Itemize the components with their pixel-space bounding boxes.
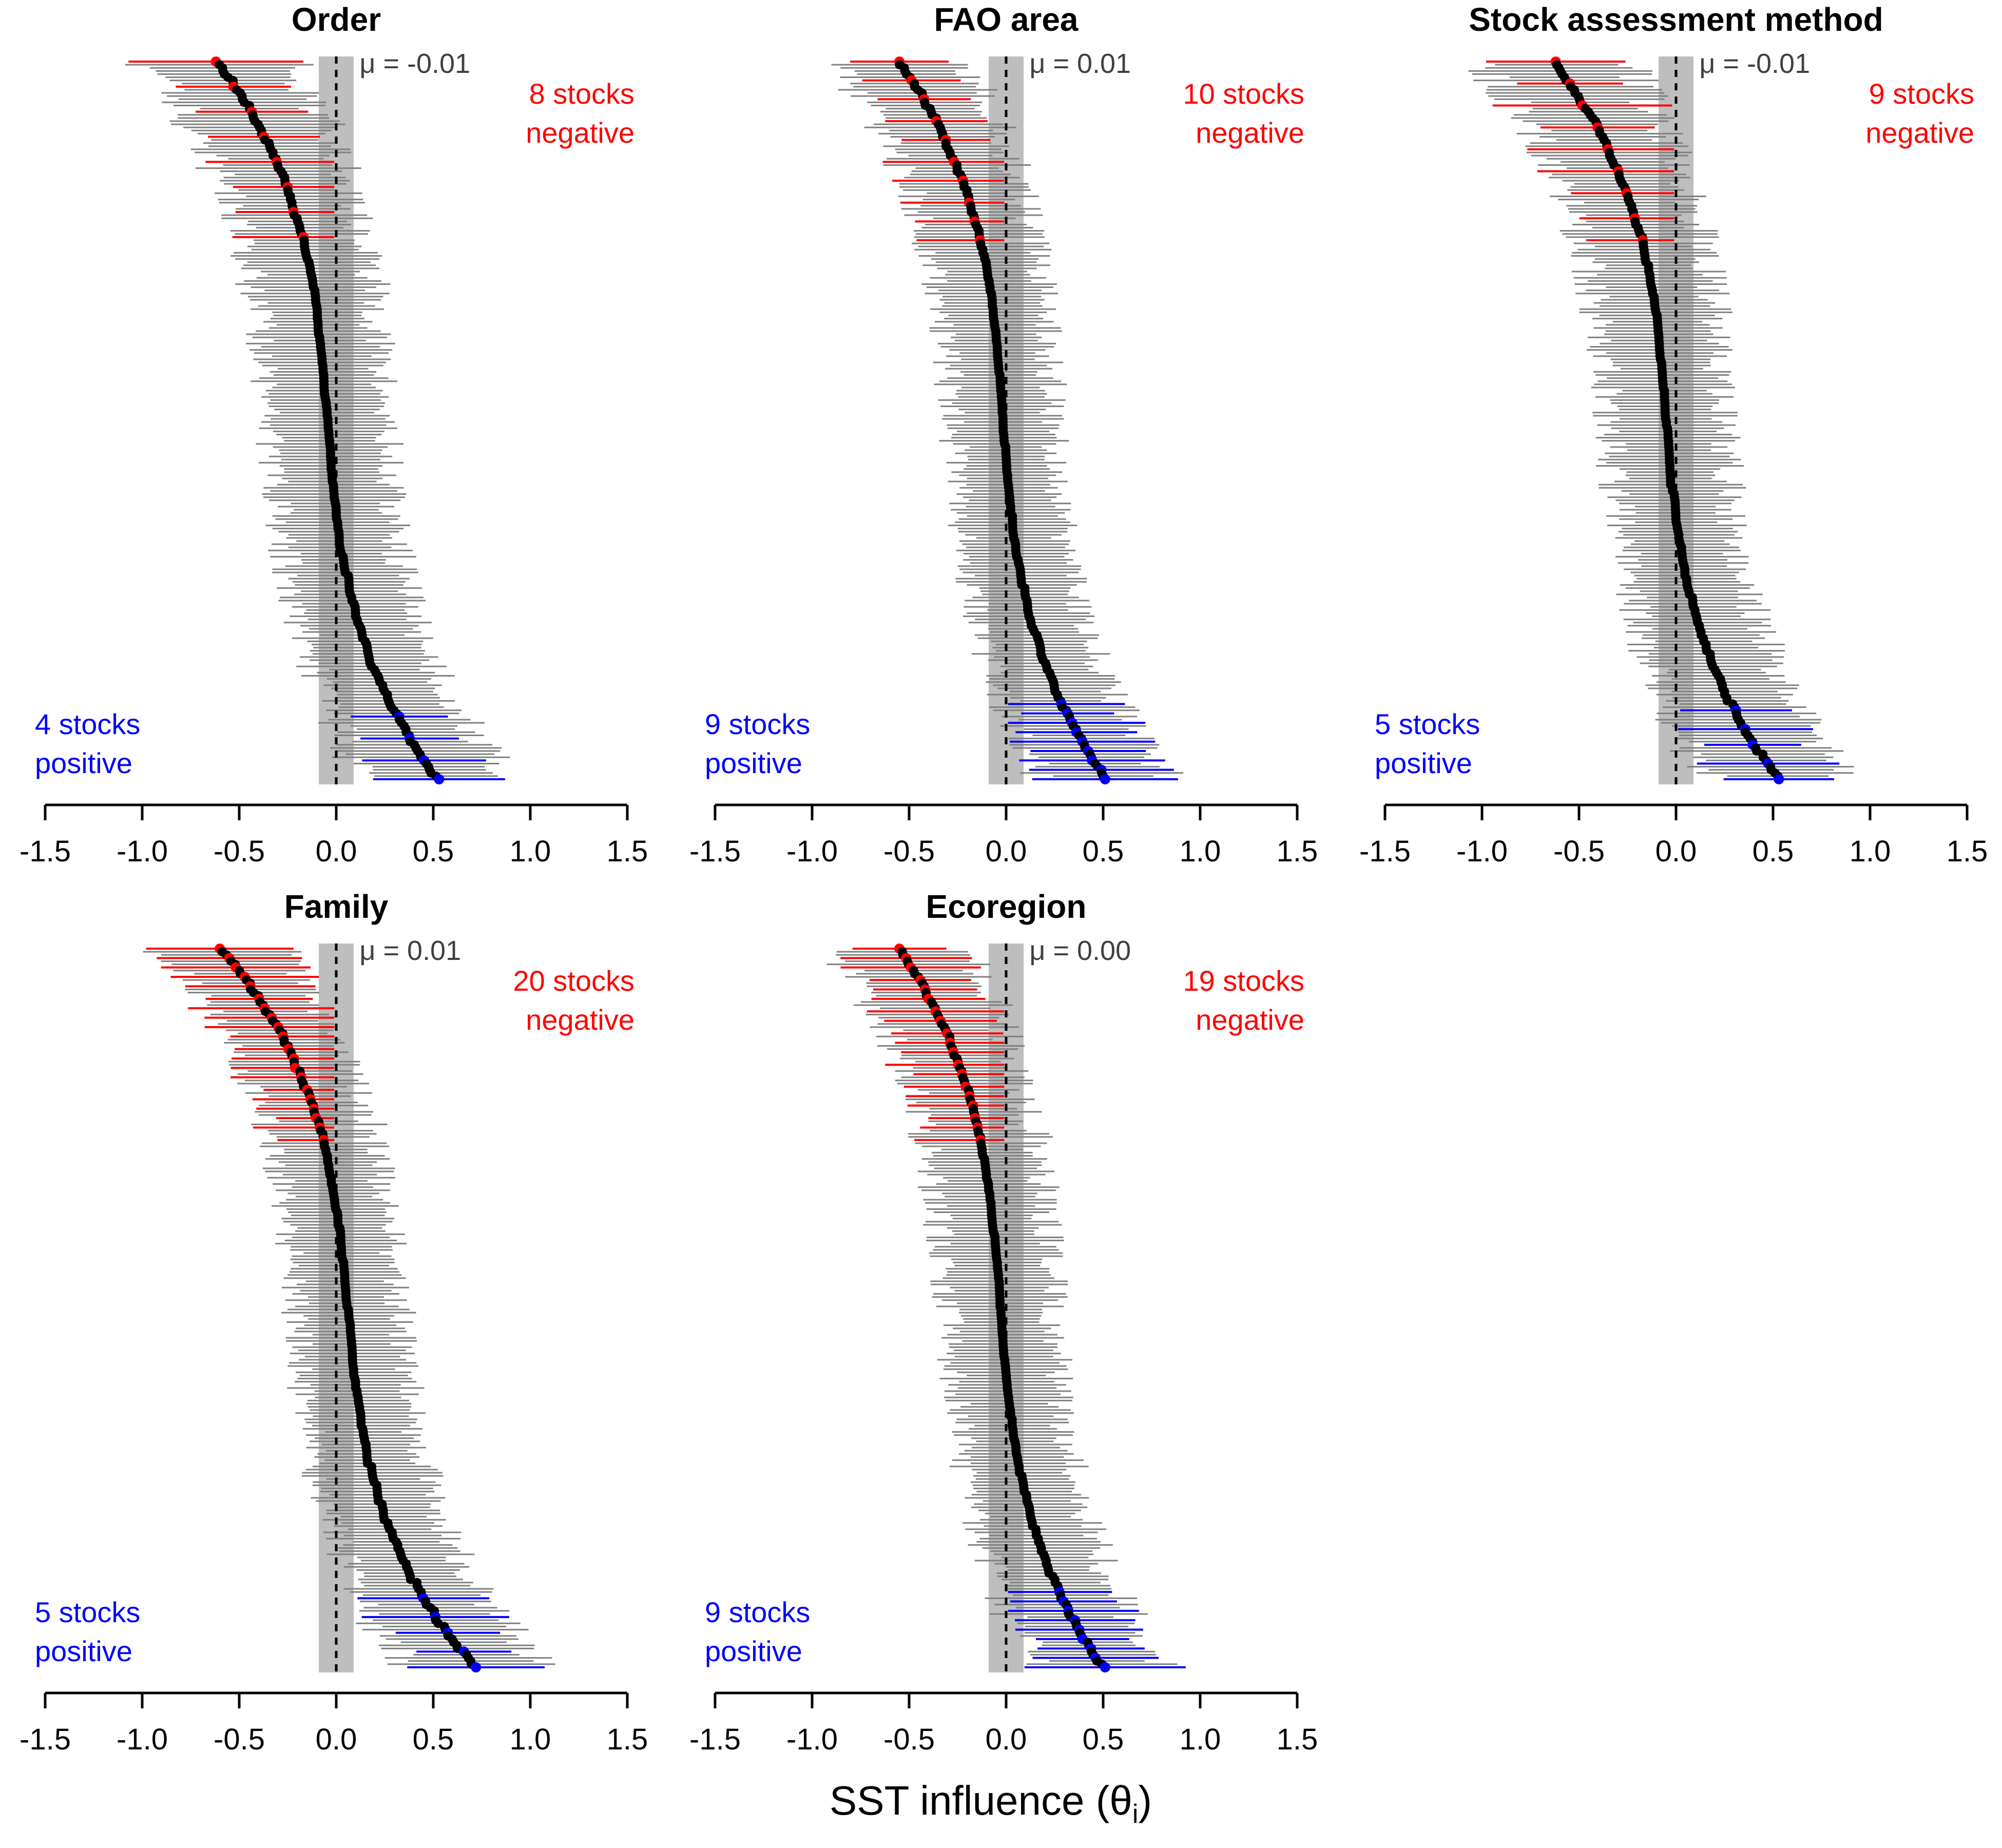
panel-order: Order μ = -0.01 8 stocks negative 4 stocks po… (20, 1, 648, 868)
positive-count-label: positive (705, 1635, 802, 1667)
x-tick-label: 1.5 (1277, 835, 1318, 868)
negative-count-label: negative (1196, 117, 1304, 149)
x-tick-label: -1.0 (117, 835, 168, 868)
x-tick-label: 1.5 (607, 1723, 648, 1756)
panel-title: Ecoregion (926, 888, 1087, 925)
panel-stock-assessment-method: Stock assessment method μ = -0.01 9 stocks… (1359, 1, 1988, 868)
negative-count-label: negative (526, 1004, 634, 1036)
negative-count-label: 20 stocks (513, 965, 634, 997)
x-tick-label: 0.5 (1083, 1723, 1124, 1756)
panels: Order μ = -0.01 8 stocks negative 4 stocks po… (20, 1, 1988, 1756)
ci-bars (125, 61, 510, 780)
x-tick-label: 0.5 (1083, 835, 1124, 868)
negative-count-label: negative (526, 117, 634, 149)
estimate-point-positive (434, 774, 445, 784)
x-tick-label: -1.0 (786, 1723, 838, 1756)
x-tick-label: -1.5 (689, 835, 741, 868)
x-tick-label: 1.0 (510, 835, 551, 868)
x-tick-label: 1.0 (1180, 1723, 1221, 1756)
positive-count-label: positive (35, 747, 132, 779)
estimate-point-positive (1100, 774, 1110, 784)
panel-title: Family (284, 888, 389, 925)
positive-count-label: positive (1375, 747, 1472, 779)
positive-count-label: 9 stocks (705, 708, 810, 740)
mean-label: μ = -0.01 (1699, 48, 1810, 79)
x-tick-label: 0.0 (986, 835, 1027, 868)
panel-family: Family μ = 0.01 20 stocks negative 5 stocks p… (20, 888, 648, 1756)
panel-ecoregion: Ecoregion μ = 0.00 19 stocks negative 9 stoc… (689, 888, 1318, 1756)
mean-label: μ = 0.01 (359, 935, 461, 966)
positive-count-label: positive (35, 1635, 132, 1667)
x-tick-label: -1.5 (689, 1723, 741, 1756)
x-tick-label: 0.0 (316, 835, 357, 868)
panel-title: Order (292, 1, 381, 38)
x-tick-label: -0.5 (1553, 835, 1605, 868)
panel-title: Stock assessment method (1469, 1, 1883, 38)
positive-count-label: 5 stocks (1375, 708, 1480, 740)
x-tick-label: 0.5 (413, 1723, 454, 1756)
x-tick-label: -1.0 (786, 835, 838, 868)
x-tick-label: -1.0 (1456, 835, 1508, 868)
x-tick-label: 1.5 (1947, 835, 1988, 868)
estimate-point-positive (471, 1662, 482, 1672)
negative-count-label: 9 stocks (1869, 78, 1974, 110)
x-axis-label: SST influence (θi) (830, 1778, 1152, 1829)
x-tick-label: 1.0 (1850, 835, 1891, 868)
x-tick-label: -0.5 (214, 1723, 265, 1756)
estimate-point-positive (1100, 1662, 1110, 1672)
x-tick-label: -1.5 (1359, 835, 1411, 868)
estimate-point-positive (1774, 774, 1784, 784)
mean-label: μ = -0.01 (359, 48, 470, 79)
x-tick-label: -0.5 (883, 835, 935, 868)
estimate-points (215, 944, 482, 1672)
positive-count-label: 4 stocks (35, 708, 140, 740)
x-tick-label: -1.5 (20, 1723, 71, 1756)
x-tick-label: 0.5 (1753, 835, 1794, 868)
x-tick-label: -1.0 (117, 1723, 168, 1756)
x-tick-label: 1.5 (1277, 1723, 1318, 1756)
panel-fao-area: FAO area μ = 0.01 10 stocks negative 9 stock… (689, 1, 1318, 868)
estimate-points (1550, 56, 1784, 784)
x-tick-label: 1.5 (607, 835, 648, 868)
x-tick-label: -0.5 (214, 835, 265, 868)
x-tick-label: 1.0 (510, 1723, 551, 1756)
mean-label: μ = 0.01 (1029, 48, 1131, 79)
negative-count-label: negative (1196, 1004, 1304, 1036)
negative-count-label: negative (1865, 117, 1974, 149)
negative-count-label: 10 stocks (1183, 78, 1304, 110)
x-tick-label: 1.0 (1180, 835, 1221, 868)
estimate-points (894, 944, 1110, 1672)
positive-count-label: 9 stocks (705, 1596, 810, 1628)
x-tick-label: 0.0 (986, 1723, 1027, 1756)
x-tick-label: -0.5 (883, 1723, 935, 1756)
mean-label: μ = 0.00 (1029, 935, 1131, 966)
positive-count-label: positive (705, 747, 802, 779)
x-tick-label: -1.5 (20, 835, 71, 868)
negative-count-label: 8 stocks (529, 78, 634, 110)
negative-count-label: 19 stocks (1183, 965, 1304, 997)
x-tick-label: 0.5 (413, 835, 454, 868)
x-tick-label: 0.0 (316, 1723, 357, 1756)
positive-count-label: 5 stocks (35, 1596, 140, 1628)
estimate-points (210, 56, 445, 784)
x-tick-label: 0.0 (1656, 835, 1697, 868)
panel-title: FAO area (934, 1, 1078, 38)
